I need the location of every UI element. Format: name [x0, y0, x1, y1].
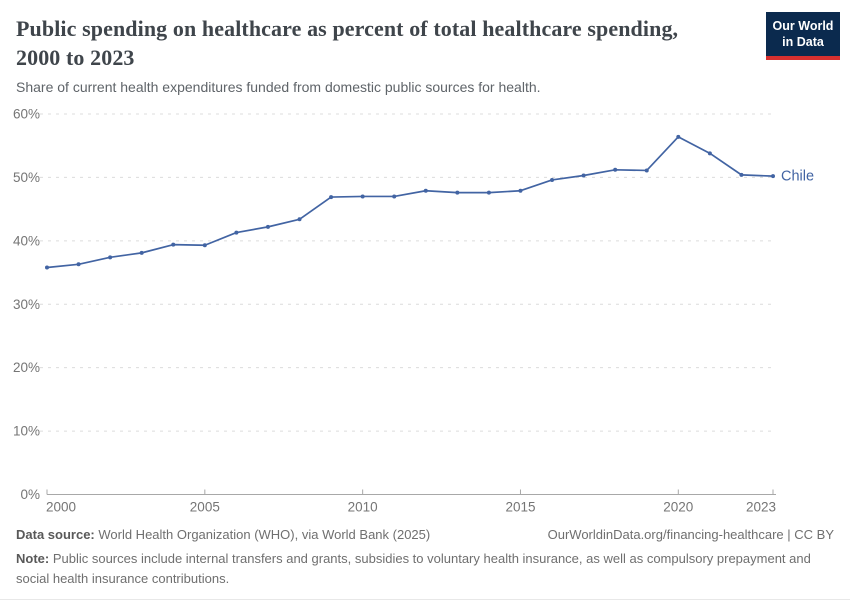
owid-url-link[interactable]: OurWorldinData.org/financing-healthcare …	[547, 527, 834, 542]
y-tick-label: 30%	[13, 297, 40, 312]
data-point[interactable]	[676, 134, 681, 139]
chart-footer: Data source: World Health Organization (…	[16, 527, 834, 588]
series-line-chile[interactable]	[46, 135, 774, 269]
data-point[interactable]	[76, 262, 81, 267]
owid-logo-line1: Our World	[772, 19, 834, 33]
data-point[interactable]	[45, 265, 49, 270]
owid-logo[interactable]: Our World in Data	[766, 12, 840, 61]
owid-logo-line2: in Data	[782, 34, 824, 49]
data-point[interactable]	[265, 224, 270, 229]
chart-canvas: 0% 10% 20% 30% 40% 50% 60% 2000 2005 2010 2015 2020…	[13, 107, 814, 515]
data-point[interactable]	[171, 242, 176, 247]
data-point[interactable]	[771, 174, 775, 179]
data-point[interactable]	[108, 255, 113, 260]
data-point[interactable]	[455, 190, 460, 195]
note-label: Note:	[16, 551, 50, 566]
note-text: Public sources include internal transfer…	[16, 551, 811, 586]
chart-subtitle: Share of current health expenditures fun…	[16, 79, 541, 96]
data-point[interactable]	[392, 194, 397, 199]
y-tick-label: 10%	[13, 424, 40, 439]
y-tick-label: 40%	[13, 233, 40, 248]
footer-note: Note: Public sources include internal tr…	[16, 549, 834, 588]
data-point[interactable]	[581, 173, 586, 178]
x-tick-label: 2000	[46, 500, 76, 515]
data-point[interactable]	[486, 190, 491, 195]
chart-area: 0% 10% 20% 30% 40% 50% 60% 2000 2005 2010 2015 2020…	[0, 100, 850, 520]
data-point[interactable]	[360, 194, 365, 199]
y-tick-label: 0%	[20, 487, 40, 502]
data-point[interactable]	[613, 167, 618, 172]
chart-header: Public spending on healthcare as percent…	[16, 14, 730, 95]
chart-title: Public spending on healthcare as percent…	[16, 16, 679, 71]
data-point[interactable]	[644, 168, 649, 173]
data-point[interactable]	[329, 195, 334, 200]
x-tick-label: 2023	[746, 500, 776, 515]
data-point[interactable]	[202, 243, 207, 248]
series-end-label[interactable]: Chile	[781, 169, 814, 185]
data-point[interactable]	[234, 230, 239, 235]
x-tick-label: 2015	[505, 500, 535, 515]
data-point[interactable]	[139, 250, 144, 255]
x-tick-label: 2010	[348, 500, 378, 515]
x-tick-label: 2005	[190, 500, 220, 515]
data-point[interactable]	[739, 172, 744, 177]
y-tick-label: 60%	[13, 107, 40, 122]
data-point[interactable]	[550, 177, 555, 182]
x-tick-label: 2020	[663, 500, 693, 515]
data-source-label: Data source:	[16, 527, 95, 542]
data-point[interactable]	[423, 188, 428, 193]
data-source-text: World Health Organization (WHO), via Wor…	[94, 527, 431, 542]
data-source: Data source: World Health Organization (…	[16, 527, 430, 542]
footer-source-row: Data source: World Health Organization (…	[16, 527, 834, 542]
data-point[interactable]	[297, 217, 302, 222]
y-tick-label: 20%	[13, 360, 40, 375]
data-point[interactable]	[707, 151, 712, 156]
data-point[interactable]	[518, 188, 523, 193]
y-tick-label: 50%	[13, 170, 40, 185]
